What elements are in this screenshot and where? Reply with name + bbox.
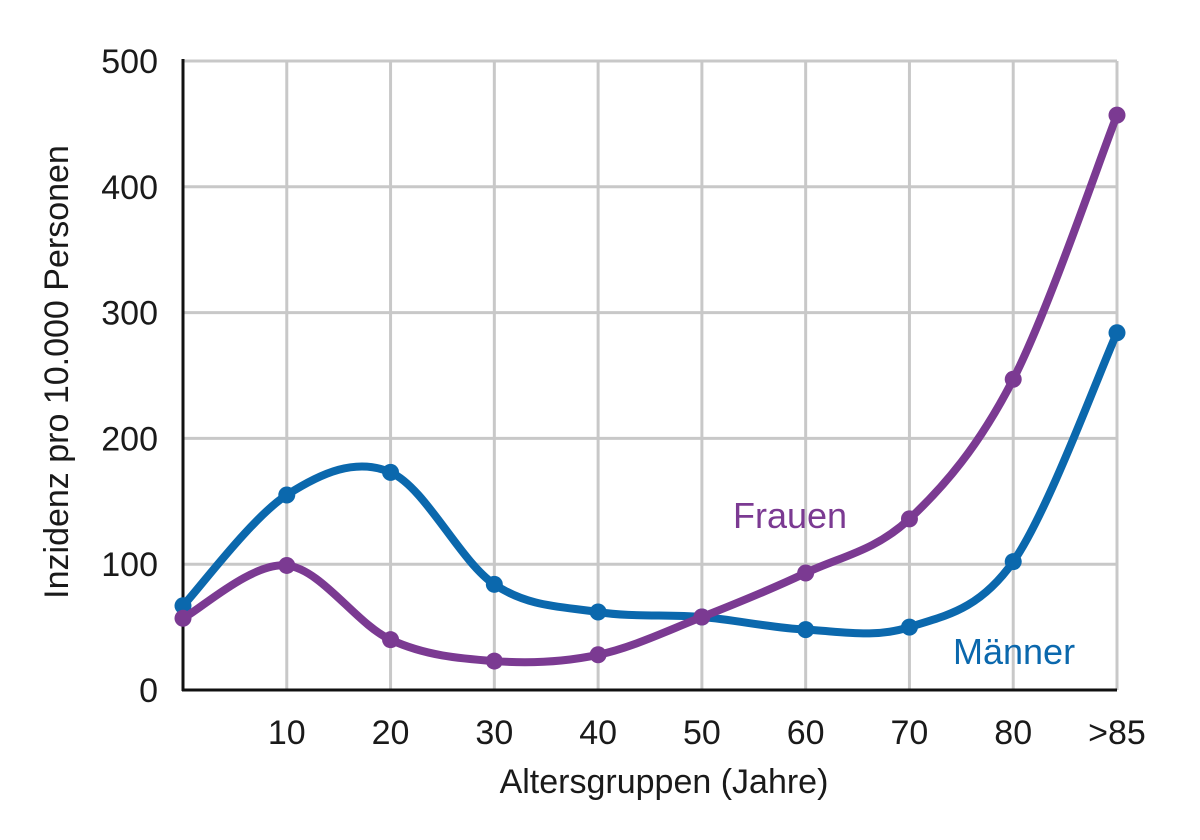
data-point-frauen [174,609,192,627]
x-tick-label: >85 [1088,714,1146,752]
data-point-frauen [589,646,607,664]
data-point-maenner [589,603,607,621]
x-tick-label: 40 [579,714,617,752]
x-tick-label: 10 [268,714,306,752]
data-point-maenner [1108,324,1126,342]
x-tick-label: 80 [994,714,1032,752]
x-tick-label: 50 [683,714,721,752]
data-point-maenner [278,486,296,504]
y-tick-label: 500 [101,43,158,81]
series-line-frauen [179,111,1121,667]
y-tick-label: 100 [101,546,158,584]
series-label-frauen: Frauen [733,495,847,536]
data-point-frauen [900,510,918,528]
y-tick-label: 0 [139,672,158,710]
data-point-frauen [1108,106,1126,124]
y-tick-label: 400 [101,169,158,207]
tick-labels: 0 100 200 300 400 500 10 20 30 40 50 60 70 80 >85 [101,43,1146,752]
data-point-maenner [382,463,400,481]
x-axis-title: Altersgruppen (Jahre) [500,763,829,801]
data-point-frauen [1004,370,1022,388]
x-tick-label: 20 [372,714,410,752]
data-point-maenner [174,597,192,615]
series-group [174,106,1126,670]
data-point-frauen [278,556,296,574]
data-point-frauen [485,652,503,670]
data-point-maenner [900,618,918,636]
data-point-frauen [693,608,711,626]
data-point-frauen [797,564,815,582]
y-tick-label: 200 [101,420,158,458]
x-tick-label: 70 [891,714,929,752]
y-axis-title: Inzidenz pro 10.000 Personen [38,145,76,599]
series-line-maenner [179,328,1121,638]
series-label-maenner: Männer [953,631,1075,672]
data-point-maenner [797,621,815,639]
data-point-maenner [1004,553,1022,571]
x-tick-label: 30 [475,714,513,752]
x-tick-label: 60 [787,714,825,752]
data-point-frauen [382,631,400,649]
axes [181,59,1117,692]
y-tick-label: 300 [101,295,158,333]
data-point-maenner [485,575,503,593]
